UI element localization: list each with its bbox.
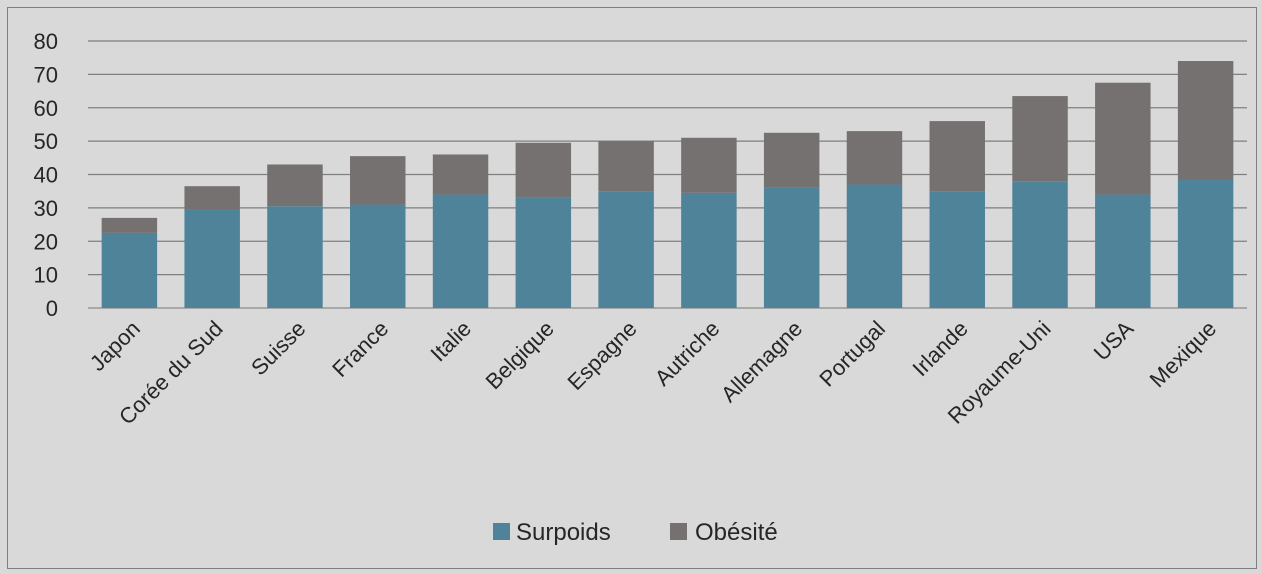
bar-surpoids-3	[350, 204, 406, 308]
bar-obesite-12	[1095, 82, 1151, 195]
bar-obesite-8	[763, 132, 820, 188]
legend-label-obesite: Obésité	[695, 519, 778, 546]
bar-surpoids-9	[846, 184, 903, 308]
bar-surpoids-8	[763, 187, 820, 308]
bar-obesite-2	[267, 164, 323, 207]
y-tick-label: 10	[34, 263, 58, 288]
bar-surpoids-10	[929, 191, 985, 308]
bar-surpoids-1	[184, 209, 240, 308]
x-category-label: Japon	[85, 316, 145, 376]
x-category-label: USA	[1089, 316, 1139, 366]
bar-surpoids-12	[1095, 194, 1151, 308]
y-tick-label: 80	[34, 29, 58, 54]
y-tick-label: 60	[34, 96, 58, 121]
x-category-label: Mexique	[1145, 316, 1221, 392]
legend-swatch-surpoids	[493, 523, 510, 540]
y-axis-ticks: 0 10 20 30 40 50 60 70 80	[34, 29, 58, 321]
x-category-label: Allemagne	[716, 316, 807, 407]
gridlines	[88, 40, 1247, 309]
x-category-label: Italie	[426, 316, 477, 367]
y-tick-label: 50	[34, 129, 58, 154]
bar-obesite-4	[432, 154, 489, 195]
legend-swatch-obesite	[670, 523, 687, 540]
bar-surpoids-5	[515, 197, 572, 308]
x-category-label: France	[327, 316, 393, 382]
bar-surpoids-4	[432, 194, 489, 308]
bar-obesite-6	[598, 141, 654, 192]
bar-surpoids-6	[598, 191, 654, 308]
y-tick-label: 20	[34, 229, 58, 254]
x-category-label: Suisse	[246, 316, 310, 380]
bar-obesite-5	[515, 142, 572, 198]
bar-obesite-9	[846, 131, 903, 185]
bar-obesite-3	[350, 156, 406, 205]
y-tick-label: 0	[46, 296, 58, 321]
y-tick-label: 70	[34, 62, 58, 87]
bar-obesite-10	[929, 121, 985, 192]
x-category-label: Espagne	[563, 316, 642, 395]
bar-obesite-11	[1012, 96, 1068, 182]
bar-surpoids-11	[1012, 181, 1068, 308]
bar-surpoids-2	[267, 206, 323, 308]
bars	[101, 61, 1234, 308]
x-category-label: Belgique	[481, 316, 559, 394]
bar-surpoids-0	[101, 232, 158, 308]
x-category-label: Autriche	[650, 316, 725, 391]
bar-obesite-13	[1177, 61, 1234, 180]
bar-surpoids-7	[681, 192, 737, 308]
legend: Surpoids Obésité	[493, 519, 778, 546]
y-tick-label: 40	[34, 163, 58, 188]
bar-obesite-0	[101, 217, 158, 233]
legend-label-surpoids: Surpoids	[516, 519, 611, 546]
y-tick-label: 30	[34, 196, 58, 221]
x-category-label: Portugal	[814, 316, 890, 392]
bar-obesite-7	[681, 137, 737, 193]
x-category-label: Irlande	[908, 316, 973, 381]
bar-obesite-1	[184, 186, 240, 210]
bar-surpoids-13	[1177, 179, 1234, 308]
